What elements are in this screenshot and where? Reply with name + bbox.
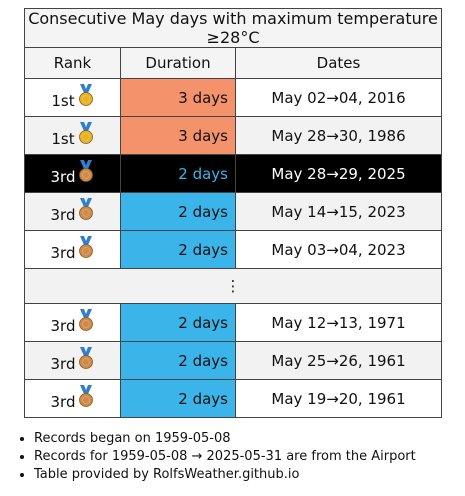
header-cell: Dates [234, 47, 443, 79]
note: Table provided by RolfsWeather.github.io [34, 466, 416, 484]
table-row: 3rd 2 days May 25→26, 1961 [24, 341, 443, 380]
note: Records began on 1959-05-08 [34, 430, 416, 448]
rank-text: 3rd [50, 317, 76, 335]
rank-text: 3rd [50, 168, 76, 186]
duration-cell: 2 days [120, 379, 236, 418]
dates-cell: May 19→20, 1961 [234, 379, 443, 418]
dates-cell: May 28→30, 1986 [234, 116, 443, 155]
medal-ribbon [80, 309, 93, 318]
medal-icon [79, 385, 94, 407]
medal-disc [79, 206, 94, 220]
rank-cell: 1st [24, 78, 121, 117]
rank-cell: 1st [24, 116, 121, 155]
rank-text: 3rd [50, 244, 76, 262]
table-wrap: Consecutive May days with maximum temper… [23, 8, 443, 418]
table-row: 3rd 2 days May 19→20, 1961 [24, 379, 443, 418]
table-title: Consecutive May days with maximum temper… [23, 8, 443, 48]
medal-ribbon [79, 84, 92, 93]
rank-text: 1st [51, 130, 75, 148]
duration-cell: 2 days [120, 192, 236, 231]
medal-icon [79, 309, 94, 331]
note: Records for 1959-05-08 → 2025-05-31 are … [34, 448, 416, 466]
table-row: 3rd 2 days May 28→29, 2025 [24, 154, 443, 193]
gap-row: ⋮ [23, 268, 443, 304]
medal-inner [81, 95, 90, 103]
table-row: 1st 3 days May 02→04, 2016 [24, 78, 443, 117]
medal-ribbon [80, 160, 93, 169]
rank-text: 1st [51, 92, 75, 110]
duration-cell: 3 days [120, 78, 236, 117]
medal-inner [82, 209, 91, 217]
medal-ribbon [80, 198, 93, 207]
duration-cell: 3 days [120, 116, 236, 155]
medal-inner [81, 133, 90, 141]
header-cell: Rank [24, 47, 121, 79]
header-cell: Duration [120, 47, 236, 79]
ellipsis: ⋮ [23, 268, 443, 304]
duration-cell: 2 days [120, 230, 236, 269]
dates-cell: May 28→29, 2025 [234, 154, 443, 193]
dates-cell: May 25→26, 1961 [234, 341, 443, 380]
medal-disc [79, 393, 94, 407]
rank-cell: 3rd [24, 230, 121, 269]
medal-inner [82, 320, 91, 328]
medal-icon [79, 236, 94, 258]
rank-cell: 3rd [24, 379, 121, 418]
duration-cell: 2 days [120, 341, 236, 380]
notes: Records began on 1959-05-08Records for 1… [14, 430, 416, 484]
medal-icon [79, 198, 94, 220]
medal-icon [79, 347, 94, 369]
medal-inner [82, 171, 91, 179]
medal-icon [78, 122, 93, 144]
medal-ribbon [79, 122, 92, 131]
table-row: 1st 3 days May 28→30, 1986 [24, 116, 443, 155]
rank-text: 3rd [50, 206, 76, 224]
medal-inner [82, 358, 91, 366]
records-table: Consecutive May days with maximum temper… [23, 8, 443, 418]
table-row: 3rd 2 days May 12→13, 1971 [24, 303, 443, 342]
medal-icon [78, 84, 93, 106]
medal-inner [82, 396, 91, 404]
rank-cell: 3rd [24, 192, 121, 231]
rank-text: 3rd [50, 355, 76, 373]
medal-disc [78, 130, 93, 144]
dates-cell: May 03→04, 2023 [234, 230, 443, 269]
medal-disc [79, 355, 94, 369]
medal-ribbon [80, 347, 93, 356]
rank-cell: 3rd [24, 303, 121, 342]
medal-icon [79, 160, 94, 182]
medal-inner [82, 247, 91, 255]
rank-cell: 3rd [24, 154, 121, 193]
rank-cell: 3rd [24, 341, 121, 380]
medal-disc [78, 92, 93, 106]
medal-disc [79, 244, 94, 258]
medal-disc [79, 317, 94, 331]
dates-cell: May 02→04, 2016 [234, 78, 443, 117]
table-row: 3rd 2 days May 03→04, 2023 [24, 230, 443, 269]
duration-cell: 2 days [120, 154, 236, 193]
dates-cell: May 14→15, 2023 [234, 192, 443, 231]
medal-ribbon [80, 385, 93, 394]
rank-text: 3rd [50, 393, 76, 411]
medal-ribbon [80, 236, 93, 245]
medal-disc [79, 168, 94, 182]
dates-cell: May 12→13, 1971 [234, 303, 443, 342]
duration-cell: 2 days [120, 303, 236, 342]
table-row: 3rd 2 days May 14→15, 2023 [24, 192, 443, 231]
